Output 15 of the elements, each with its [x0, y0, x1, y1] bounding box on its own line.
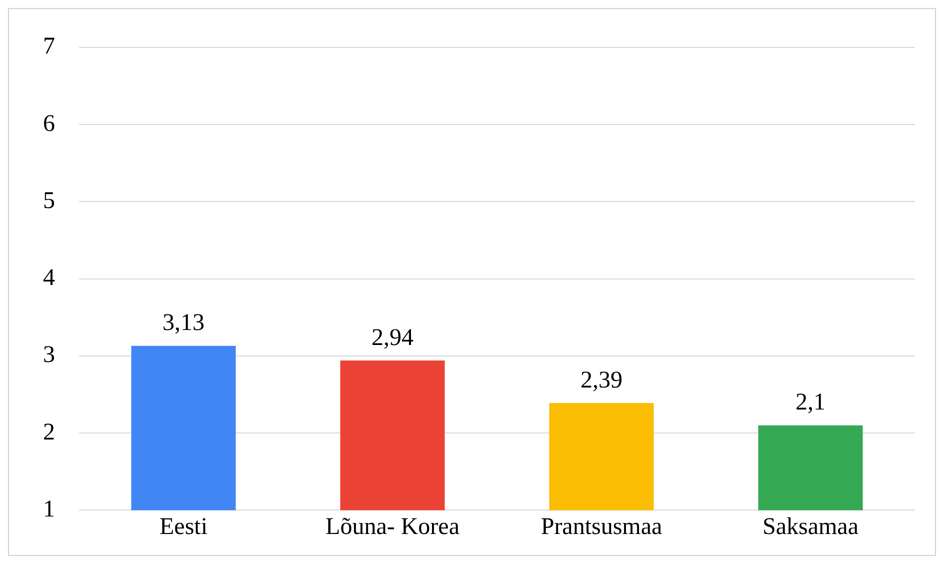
x-tick-label: Eesti: [160, 514, 208, 540]
y-tick-label: 2: [43, 419, 55, 446]
y-tick-label: 6: [43, 110, 55, 137]
data-label: 2,94: [372, 324, 414, 351]
x-tick-label: Saksamaa: [762, 514, 859, 540]
data-label: 2,1: [796, 390, 826, 416]
x-tick-label: Lõuna- Korea: [326, 514, 460, 540]
y-tick-label: 3: [43, 342, 55, 368]
data-label: 2,39: [580, 367, 622, 394]
data-label: 3,13: [162, 310, 204, 336]
y-tick-label: 5: [43, 188, 55, 214]
y-tick-label: 4: [43, 265, 55, 292]
x-tick-label: Prantsusmaa: [540, 514, 663, 540]
y-tick-label: 1: [43, 496, 55, 522]
y-tick-label: 7: [43, 34, 55, 60]
